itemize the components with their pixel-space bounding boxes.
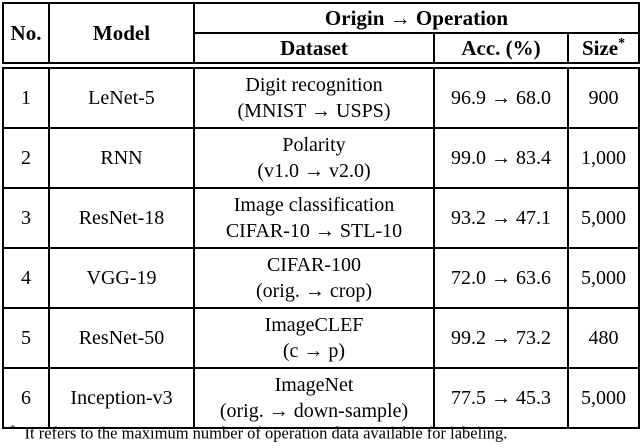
cell-no: 1 — [2, 64, 50, 129]
dataset-line1: ImageNet — [274, 374, 354, 396]
cell-no: 2 — [2, 127, 50, 189]
dataset-line1: Polarity — [282, 134, 346, 156]
header-size-label: Size — [581, 35, 619, 60]
table-row: 1 LeNet-5 Digit recognition (MNIST → USP… — [2, 64, 640, 129]
cell-acc: 77.5 → 45.3 — [433, 367, 569, 429]
table-header: No. Model Origin → Operation Dataset Acc… — [2, 2, 640, 69]
cell-size: 900 — [566, 64, 640, 129]
cell-acc: 93.2 → 47.1 — [433, 187, 569, 249]
dataset-line2: (orig. → down-sample) — [219, 400, 409, 422]
dataset-line2: (orig. → crop) — [255, 280, 373, 302]
dataset-line2: CIFAR-10 → STL-10 — [225, 220, 403, 242]
table-row: 6 Inception-v3 ImageNet (orig. → down-sa… — [2, 367, 640, 429]
dataset-line1: Image classification — [233, 194, 395, 216]
benchmark-table: No. Model Origin → Operation Dataset Acc… — [2, 2, 640, 429]
cell-no: 6 — [2, 367, 50, 429]
cell-dataset: Polarity (v1.0 → v2.0) — [193, 127, 435, 189]
cell-model: Inception-v3 — [48, 367, 195, 429]
cell-dataset: CIFAR-100 (orig. → crop) — [193, 247, 435, 309]
dataset-line1: Digit recognition — [245, 74, 383, 96]
header-origin-operation: Origin → Operation — [192, 2, 640, 34]
cell-no: 5 — [2, 307, 50, 369]
header-row-top: No. Model Origin → Operation — [2, 2, 640, 69]
cell-size: 1,000 — [566, 127, 640, 189]
dataset-line2: (c → p) — [282, 340, 346, 362]
cell-dataset: Digit recognition (MNIST → USPS) — [193, 64, 435, 129]
table-body: 1 LeNet-5 Digit recognition (MNIST → USP… — [2, 64, 640, 429]
cell-acc: 72.0 → 63.6 — [433, 247, 569, 309]
table-row: 3 ResNet-18 Image classification CIFAR-1… — [2, 187, 640, 249]
footnote: * It refers to the maximum number of oper… — [10, 423, 630, 444]
dataset-line2: (MNIST → USPS) — [237, 100, 391, 122]
table-row: 4 VGG-19 CIFAR-100 (orig. → crop) 72.0 →… — [2, 247, 640, 309]
cell-model: ResNet-50 — [48, 307, 195, 369]
cell-acc: 96.9 → 68.0 — [433, 64, 569, 129]
cell-acc: 99.0 → 83.4 — [433, 127, 569, 189]
dataset-line1: ImageCLEF — [264, 314, 364, 336]
table-row: 5 ResNet-50 ImageCLEF (c → p) 99.2 → 73.… — [2, 307, 640, 369]
cell-size: 480 — [566, 307, 640, 369]
cell-dataset: ImageNet (orig. → down-sample) — [193, 367, 435, 429]
cell-size: 5,000 — [566, 247, 640, 309]
dataset-line1: CIFAR-100 — [266, 254, 362, 276]
header-no: No. — [2, 2, 50, 69]
cell-model: RNN — [48, 127, 195, 189]
cell-size: 5,000 — [566, 367, 640, 429]
cell-model: ResNet-18 — [48, 187, 195, 249]
header-model: Model — [48, 2, 195, 69]
header-dataset: Dataset — [193, 32, 435, 69]
header-size: Size* — [566, 32, 640, 69]
cell-dataset: Image classification CIFAR-10 → STL-10 — [193, 187, 435, 249]
cell-model: LeNet-5 — [48, 64, 195, 129]
header-acc: Acc. (%) — [433, 32, 569, 69]
header-row-sub: Dataset Acc. (%) Size* — [3, 32, 640, 69]
cell-acc: 99.2 → 73.2 — [433, 307, 569, 369]
dataset-line2: (v1.0 → v2.0) — [257, 160, 371, 182]
header-size-asterisk: * — [618, 35, 626, 51]
cell-model: VGG-19 — [48, 247, 195, 309]
footnote-text: It refers to the maximum number of opera… — [24, 423, 508, 443]
cell-size: 5,000 — [566, 187, 640, 249]
cell-no: 4 — [2, 247, 50, 309]
cell-dataset: ImageCLEF (c → p) — [193, 307, 435, 369]
table-row: 2 RNN Polarity (v1.0 → v2.0) 99.0 → 83.4… — [2, 127, 640, 189]
footnote-asterisk: * — [10, 423, 16, 435]
cell-no: 3 — [2, 187, 50, 249]
